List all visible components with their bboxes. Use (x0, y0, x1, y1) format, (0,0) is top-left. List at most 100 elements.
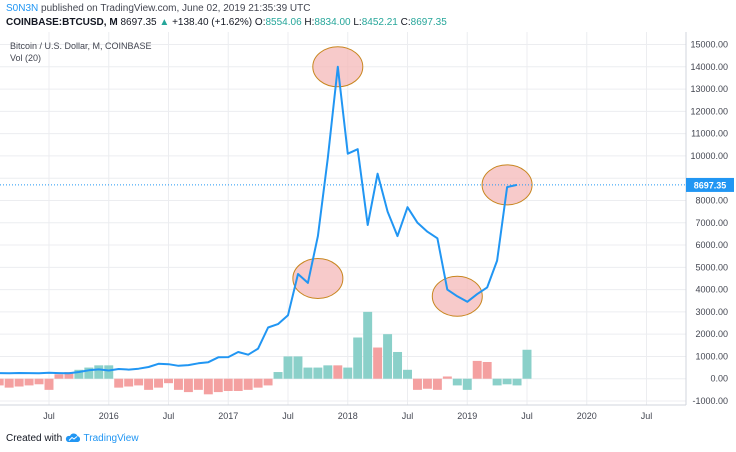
tradingview-cloud-icon (65, 433, 80, 443)
volume-legend: Vol (20) (10, 53, 41, 63)
volume-bar (393, 351, 403, 379)
open-label: O: (254, 17, 266, 28)
volume-bar (403, 369, 412, 379)
y-tick-label: 5000.00 (695, 262, 728, 272)
x-tick-label: 2016 (99, 411, 119, 421)
volume-bar (114, 378, 124, 388)
y-tick-label: 12000.00 (690, 106, 728, 116)
volume-bar (233, 378, 243, 391)
volume-bar (124, 378, 134, 387)
price-chart[interactable]: -1000.00 0.00 1000.00 2000.00 3000.00 4000.00… (0, 32, 736, 428)
quote-line: COINBASE:BTCUSD, M 8697.35 ▲ +138.40 (+1… (6, 16, 447, 29)
volume-bar (154, 378, 164, 388)
volume-bar (183, 378, 193, 393)
volume-bar (303, 367, 313, 379)
volume-bar (432, 378, 442, 390)
highlight-circle (292, 257, 344, 299)
y-tick-label: -1000.00 (692, 396, 728, 406)
x-tick-label: 2018 (338, 411, 358, 421)
y-tick-label: 7000.00 (695, 218, 728, 228)
volume-bar (422, 378, 432, 389)
x-tick-label: Jul (521, 411, 533, 421)
volume-bar (263, 378, 273, 386)
x-tick-label: 2019 (457, 411, 477, 421)
close-label: C: (400, 17, 411, 28)
x-tick-label: Jul (641, 411, 653, 421)
volume-bar (203, 378, 213, 395)
symbol-label: COINBASE:BTCUSD, M (6, 17, 118, 28)
volume-bar (243, 378, 253, 390)
y-tick-label: 1000.00 (695, 351, 728, 361)
x-axis[interactable]: Jul 2016 Jul 2017 Jul 2018 Jul 2019 Jul 2020 Jul (43, 411, 652, 421)
volume-bar (84, 367, 94, 379)
volume-bar (313, 367, 323, 379)
volume-bar (54, 374, 64, 379)
volume-bar (442, 376, 452, 379)
high-label: H: (304, 17, 315, 28)
volume-bar (173, 378, 183, 390)
x-tick-label: 2017 (218, 411, 238, 421)
price-line (0, 65, 518, 375)
volume-bars (0, 311, 532, 395)
volume-bar (193, 378, 203, 390)
volume-bar (283, 356, 293, 379)
y-tick-label: 0.00 (710, 374, 728, 384)
y-axis[interactable]: -1000.00 0.00 1000.00 2000.00 3000.00 4000.00… (690, 40, 728, 407)
volume-bar (4, 378, 14, 388)
y-tick-label: 6000.00 (695, 240, 728, 250)
volume-bar (94, 365, 104, 379)
volume-bar (462, 378, 472, 390)
volume-bar (253, 378, 263, 388)
x-tick-label: Jul (402, 411, 414, 421)
volume-bar (363, 311, 373, 379)
author-link[interactable]: S0N3N (6, 3, 39, 14)
volume-bar (482, 362, 492, 379)
volume-bar (472, 360, 482, 379)
x-tick-label: Jul (163, 411, 175, 421)
x-tick-label: 2020 (577, 411, 597, 421)
y-tick-label: 11000.00 (691, 129, 728, 139)
x-tick-label: Jul (43, 411, 55, 421)
publish-header: S0N3N published on TradingView.com, June… (6, 2, 310, 15)
volume-bar (223, 378, 233, 391)
volume-bar (34, 378, 44, 385)
y-tick-label: 8000.00 (695, 195, 728, 205)
price-tag-label: 8697.35 (694, 180, 727, 190)
volume-bar (213, 378, 223, 393)
high-value: 8834.00 (314, 17, 351, 28)
y-tick-label: 14000.00 (690, 62, 728, 72)
volume-bar (74, 369, 84, 379)
price-change: +138.40 (+1.62%) (172, 17, 253, 28)
y-tick-label: 15000.00 (690, 40, 728, 50)
volume-bar (353, 337, 363, 379)
volume-bar (492, 378, 502, 386)
series-legend: Bitcoin / U.S. Dollar, M, COINBASE (10, 41, 152, 51)
volume-bar (134, 378, 144, 386)
publish-info: published on TradingView.com, June 02, 2… (41, 3, 311, 14)
tradingview-brand[interactable]: TradingView (83, 433, 139, 444)
footer: Created with TradingView (6, 432, 139, 446)
y-tick-label: 2000.00 (695, 329, 728, 339)
volume-bar (144, 378, 154, 390)
y-tick-label: 10000.00 (690, 151, 728, 161)
triangle-up-icon: ▲ (159, 17, 170, 28)
volume-bar (412, 378, 422, 390)
volume-bar (104, 365, 114, 379)
close-value: 8697.35 (410, 17, 447, 28)
low-value: 8452.21 (361, 17, 398, 28)
x-tick-label: Jul (282, 411, 294, 421)
volume-bar (293, 356, 303, 379)
volume-bar (452, 378, 462, 386)
volume-bar (512, 378, 522, 386)
created-with-label: Created with (6, 433, 63, 444)
volume-bar (502, 378, 512, 385)
volume-bar (14, 378, 24, 387)
volume-bar (273, 372, 283, 379)
volume-bar (522, 349, 532, 379)
volume-bar (323, 365, 333, 379)
price-line-path (0, 65, 518, 375)
volume-bar (343, 367, 353, 379)
y-tick-label: 4000.00 (695, 285, 728, 295)
volume-bar (373, 347, 383, 379)
